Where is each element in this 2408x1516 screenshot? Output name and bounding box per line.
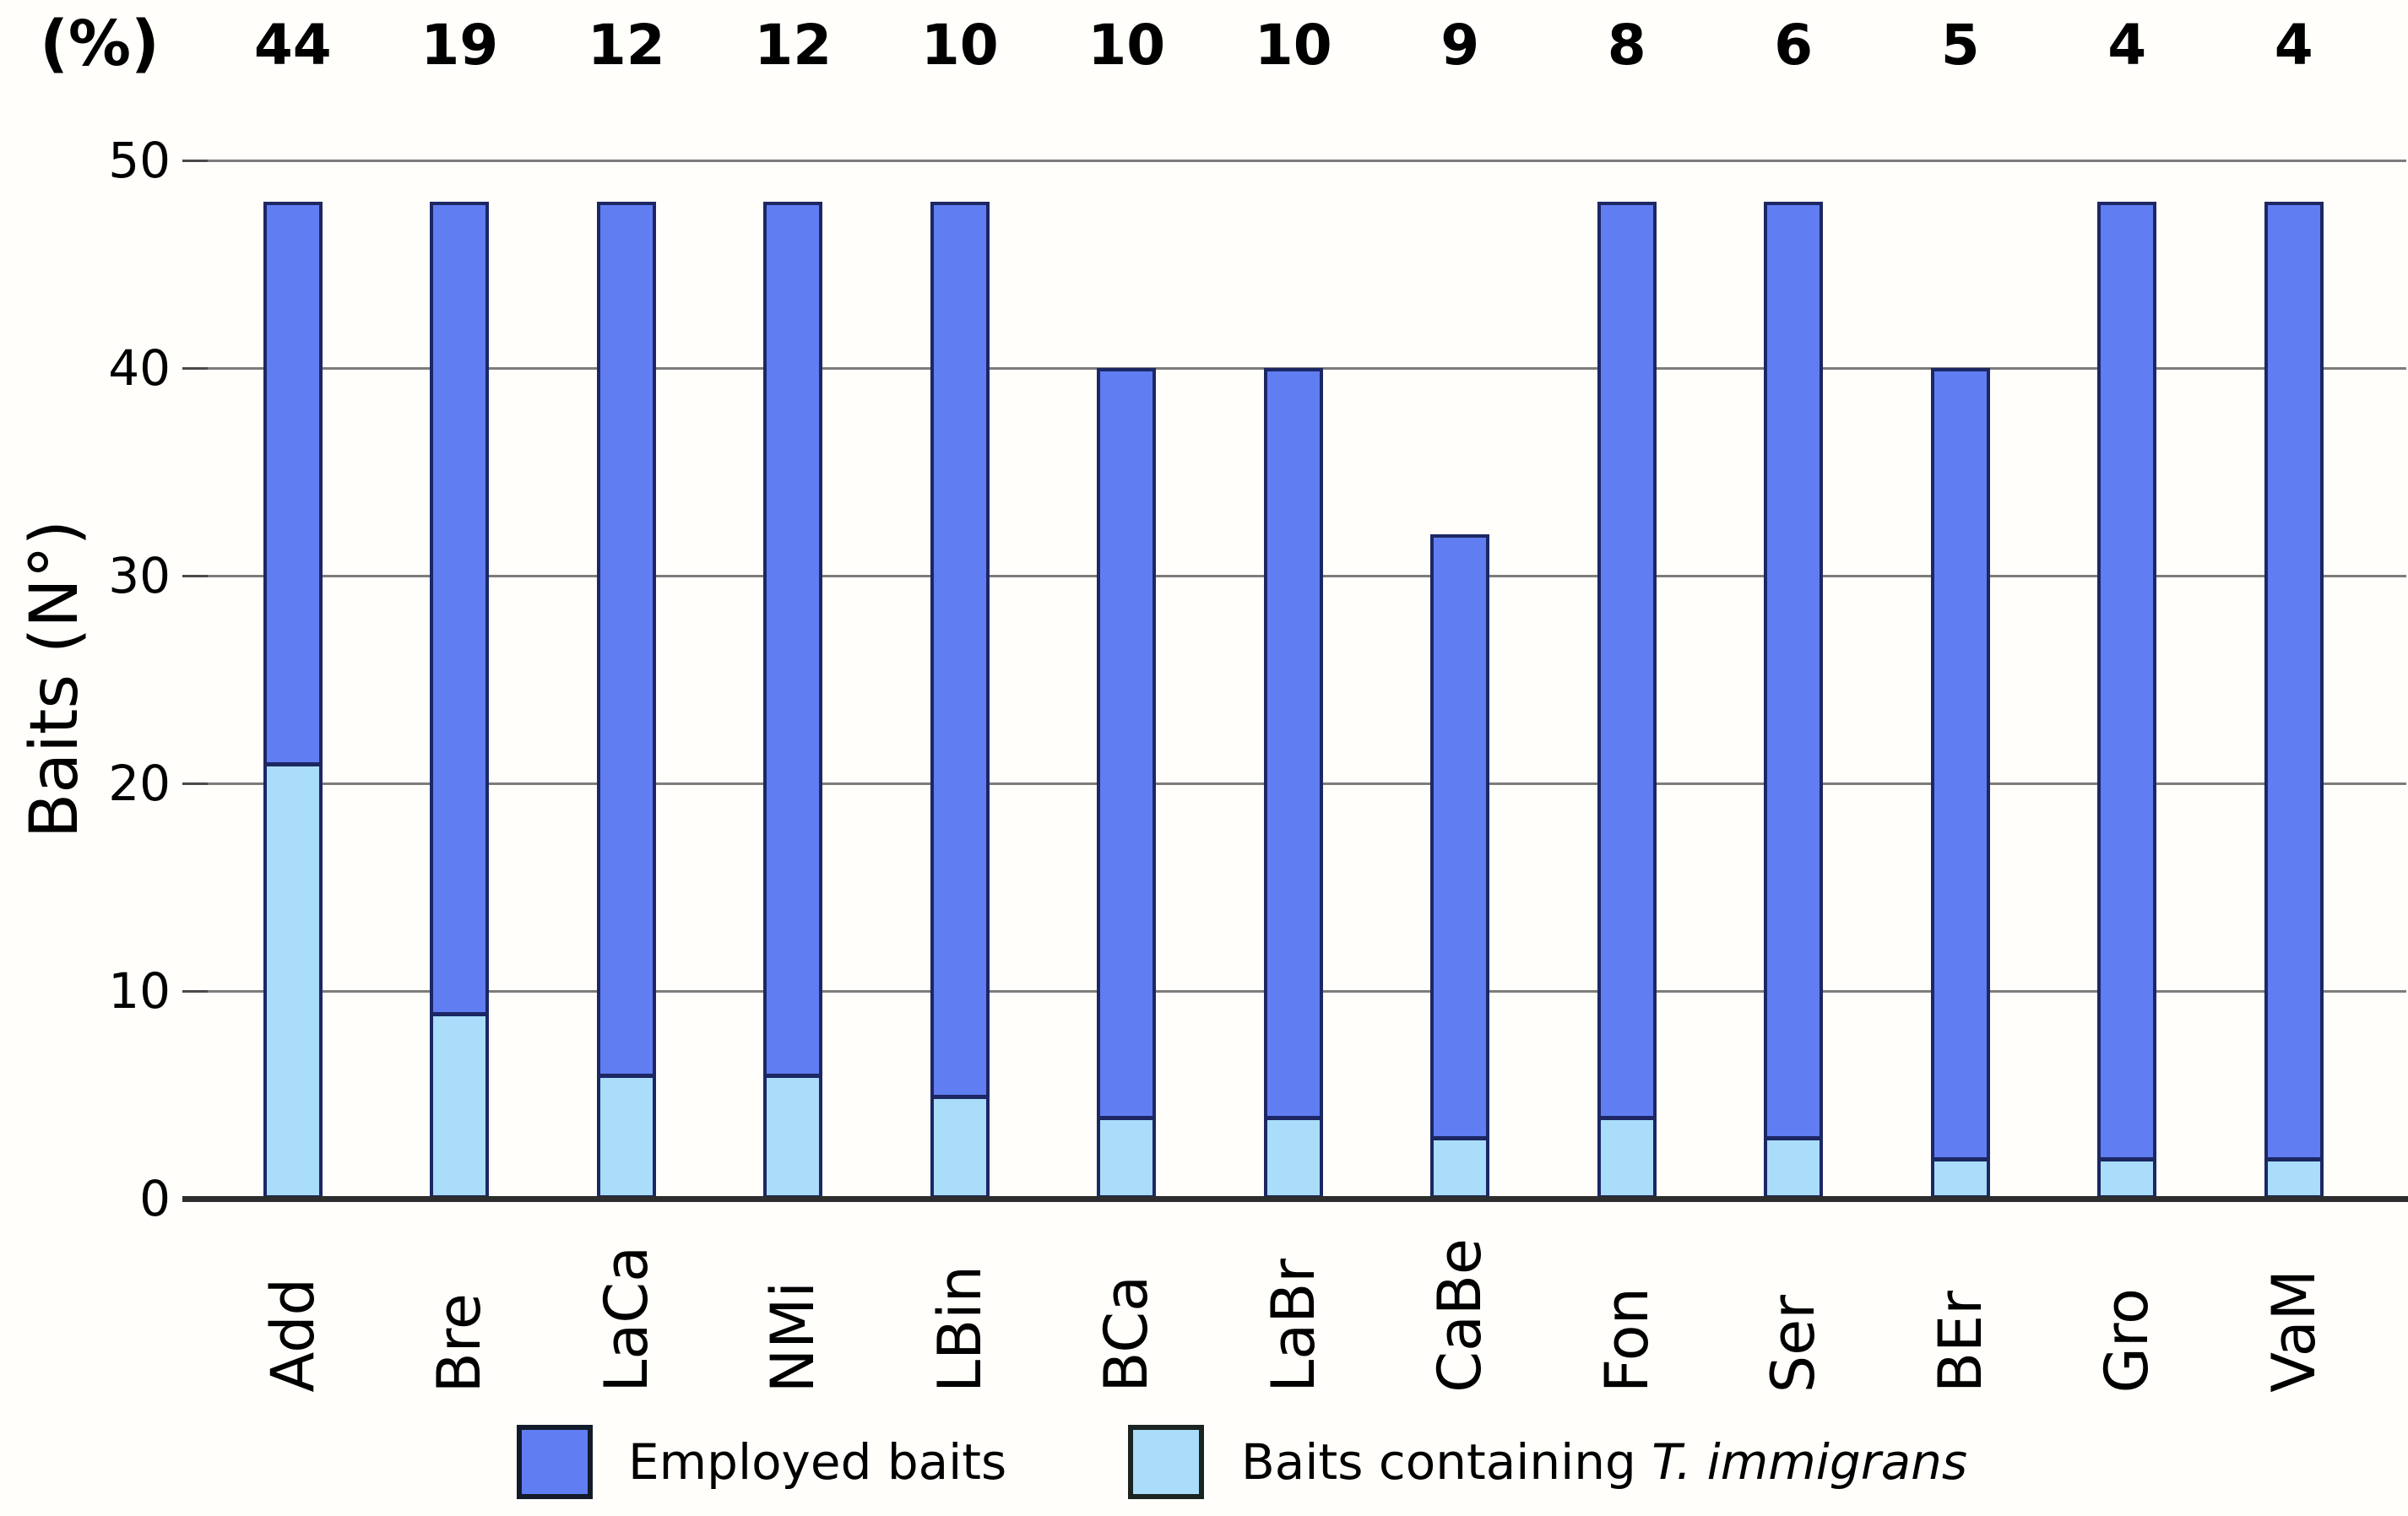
bar-VaM-employed — [2264, 202, 2324, 1199]
x-label-NMi: NMi — [758, 1280, 828, 1393]
bar-Add-containing — [263, 762, 323, 1199]
percent-label-LBin: 10 — [920, 13, 999, 78]
y-tick-label-30: 30 — [108, 547, 171, 604]
bar-Bre-containing — [430, 1011, 490, 1199]
y-tick-20 — [182, 782, 208, 785]
percent-unit-label: (%) — [40, 8, 160, 80]
percent-label-Ser: 6 — [1774, 13, 1814, 78]
x-label-Ser: Ser — [1759, 1294, 1829, 1393]
bar-Fon-employed — [1597, 202, 1657, 1199]
y-tick-label-50: 50 — [108, 132, 171, 189]
bar-CaBe-containing — [1430, 1136, 1490, 1199]
y-tick-50 — [182, 159, 208, 162]
y-tick-label-10: 10 — [108, 962, 171, 1020]
percent-label-NMi: 12 — [754, 13, 832, 78]
x-label-Add: Add — [258, 1278, 328, 1393]
legend-swatch-employed-baits — [517, 1425, 593, 1499]
x-label-BCa: BCa — [1092, 1275, 1162, 1393]
bar-LaCa-containing — [596, 1074, 656, 1199]
x-label-VaM: VaM — [2259, 1270, 2329, 1393]
bar-LaBr-containing — [1263, 1115, 1323, 1199]
bar-BCa-containing — [1097, 1115, 1157, 1199]
x-label-Fon: Fon — [1592, 1287, 1662, 1393]
x-label-CaBe: CaBe — [1425, 1238, 1495, 1393]
y-tick-label-20: 20 — [108, 755, 171, 812]
percent-label-Bre: 19 — [420, 13, 499, 78]
x-label-LaCa: LaCa — [591, 1246, 661, 1393]
bar-Gro-containing — [2097, 1156, 2157, 1199]
legend-label-employed-baits: Employed baits — [628, 1433, 1007, 1491]
y-tick-40 — [182, 366, 208, 370]
percent-label-LaCa: 12 — [587, 13, 665, 78]
percent-label-CaBe: 9 — [1440, 13, 1480, 78]
legend-swatch-baits-containing — [1128, 1425, 1204, 1499]
percent-label-LaBr: 10 — [1254, 13, 1332, 78]
bar-LBin-employed — [930, 202, 990, 1199]
legend-label-species-italic: T. immigrans — [1651, 1433, 1968, 1491]
percent-label-BEr: 5 — [1940, 13, 1980, 78]
y-tick-label-40: 40 — [108, 339, 171, 397]
percent-label-Fon: 8 — [1607, 13, 1646, 78]
percent-label-BCa: 10 — [1087, 13, 1166, 78]
y-tick-10 — [182, 989, 208, 993]
bar-Ser-containing — [1764, 1136, 1824, 1199]
bar-BEr-containing — [1930, 1156, 1990, 1199]
bar-Fon-containing — [1597, 1115, 1657, 1199]
x-label-Gro: Gro — [2092, 1287, 2162, 1393]
gridline-50 — [207, 159, 2406, 162]
bar-Ser-employed — [1764, 202, 1824, 1199]
legend-label-baits-containing-prefix: Baits containing — [1241, 1433, 1652, 1491]
percent-label-VaM: 4 — [2274, 13, 2313, 78]
y-axis-title-container: Baits (N°) — [8, 160, 101, 1199]
bar-LBin-containing — [930, 1095, 990, 1199]
percent-label-Add: 44 — [253, 13, 332, 78]
bar-CaBe-employed — [1430, 533, 1490, 1199]
y-tick-label-0: 0 — [139, 1170, 171, 1227]
bar-NMi-employed — [763, 202, 823, 1199]
x-label-BEr: BEr — [1925, 1290, 1995, 1393]
x-label-LBin: LBin — [925, 1265, 995, 1393]
x-axis-baseline — [182, 1196, 2408, 1202]
bar-NMi-containing — [763, 1074, 823, 1199]
percent-label-Gro: 4 — [2107, 13, 2147, 78]
bar-LaCa-employed — [596, 202, 656, 1199]
x-label-LaBr: LaBr — [1258, 1259, 1328, 1393]
y-tick-30 — [182, 574, 208, 577]
bar-BEr-employed — [1930, 368, 1990, 1199]
bar-LaBr-employed — [1263, 368, 1323, 1199]
bar-VaM-containing — [2264, 1156, 2324, 1199]
bar-Gro-employed — [2097, 202, 2157, 1199]
bar-BCa-employed — [1097, 368, 1157, 1199]
x-label-Bre: Bre — [425, 1292, 495, 1393]
legend-label-baits-containing: Baits containing T. immigrans — [1241, 1425, 1967, 1499]
